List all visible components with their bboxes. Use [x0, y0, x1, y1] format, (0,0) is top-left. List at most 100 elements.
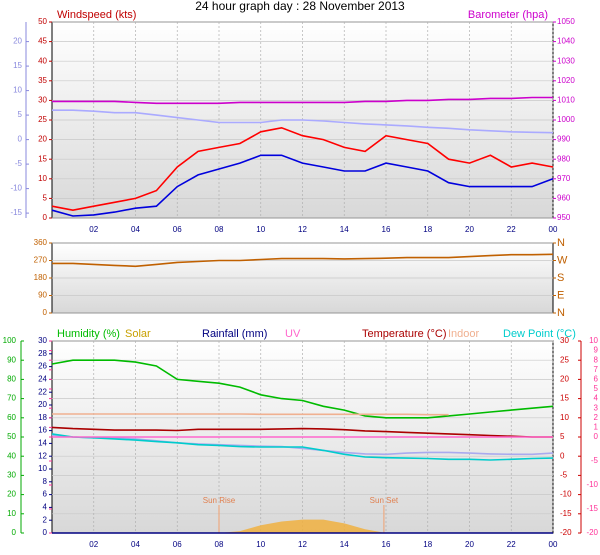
y4-tick-label: 0 [594, 432, 599, 441]
y-tick-label: 100 [3, 336, 17, 345]
solar-area [52, 519, 553, 533]
y3-tick-label: -5 [15, 159, 23, 168]
y2-tick-label: 960 [557, 194, 571, 203]
y2-tick-label: -20 [560, 528, 572, 537]
annotation: Sun Rise [203, 496, 236, 505]
legend-entry: Rainfall (mm) [202, 328, 267, 340]
y3-tick-label: 2 [43, 515, 48, 524]
y2-tick-label: 25 [560, 355, 569, 364]
x-tick-label: 10 [256, 225, 265, 234]
y4-tick-label: -20 [586, 528, 598, 537]
y3-tick-label: 10 [38, 464, 47, 473]
y2-tick-label: 1050 [557, 17, 575, 26]
y2-tick-label: E [557, 289, 564, 301]
y4-tick-label: -5 [591, 456, 599, 465]
y3-tick-label: 0 [18, 135, 23, 144]
y-tick-label: 0 [43, 308, 48, 317]
y3-tick-label: 16 [38, 426, 47, 435]
x-tick-label: 14 [340, 540, 349, 549]
y3-tick-label: 22 [38, 387, 47, 396]
y2-tick-label: W [557, 254, 568, 266]
legend-entry: Dew Point (°C) [503, 328, 576, 340]
x-tick-label: 06 [173, 225, 182, 234]
y4-tick-label: 5 [594, 384, 599, 393]
y4-tick-label: 7 [594, 365, 599, 374]
x-tick-label: 12 [298, 225, 307, 234]
baro-label: Barometer (hpa) [468, 9, 548, 21]
title: 24 hour graph day : 28 November 2013 [195, 0, 405, 13]
legend-entry: UV [285, 328, 301, 340]
x-tick-label: 02 [89, 540, 98, 549]
y3-tick-label: 20 [13, 37, 22, 46]
y2-tick-label: 15 [560, 394, 569, 403]
x-tick-label: 08 [215, 540, 224, 549]
y-tick-label: 20 [38, 135, 47, 144]
y3-tick-label: 10 [13, 86, 22, 95]
y3-tick-label: 14 [38, 439, 47, 448]
y2-tick-label: 950 [557, 213, 571, 222]
y3-tick-label: 4 [43, 503, 48, 512]
y2-tick-label: 30 [560, 336, 569, 345]
y4-tick-label: -15 [586, 504, 598, 513]
y2-tick-label: N [557, 307, 565, 319]
series-line [51, 433, 554, 461]
series-line [52, 109, 554, 134]
y-tick-label: 0 [12, 528, 17, 537]
y-tick-label: 30 [38, 96, 47, 105]
series-line [52, 413, 449, 416]
y2-tick-label: 1010 [557, 96, 575, 105]
y3-tick-label: -15 [10, 208, 22, 217]
y2-tick-label: -15 [560, 509, 572, 518]
legend-entry: Humidity (%) [57, 328, 120, 340]
y2-tick-label: N [557, 237, 565, 249]
x-tick-label: 00 [549, 540, 558, 549]
series-line [51, 126, 554, 212]
x-tick-label: 22 [507, 225, 516, 234]
y3-tick-label: -10 [10, 184, 22, 193]
y4-tick-label: 6 [594, 375, 599, 384]
y3-tick-label: 30 [38, 336, 47, 345]
y-tick-label: 90 [7, 355, 16, 364]
x-tick-label: 06 [173, 540, 182, 549]
y-tick-label: 25 [38, 115, 47, 124]
y2-tick-label: -5 [560, 471, 568, 480]
y2-tick-label: 0 [560, 451, 565, 460]
y-tick-label: 40 [38, 56, 47, 65]
x-tick-label: 04 [131, 225, 140, 234]
y3-tick-label: 18 [38, 413, 47, 422]
y3-tick-label: 0 [43, 528, 48, 537]
y-tick-label: 5 [43, 194, 48, 203]
x-tick-label: 18 [423, 540, 432, 549]
y3-tick-label: 15 [13, 61, 22, 70]
y2-tick-label: 990 [557, 135, 571, 144]
y3-tick-label: 5 [18, 110, 23, 119]
y4-tick-label: 8 [594, 355, 599, 364]
legend-entry: Indoor [448, 328, 480, 340]
y-tick-label: 60 [7, 413, 16, 422]
y3-tick-label: 28 [38, 349, 47, 358]
y4-tick-label: 9 [594, 346, 599, 355]
x-tick-label: 08 [215, 225, 224, 234]
y-tick-label: 20 [7, 490, 16, 499]
y-tick-label: 180 [34, 273, 48, 282]
series-line [52, 253, 554, 268]
series-line [51, 434, 554, 456]
y3-tick-label: 20 [38, 400, 47, 409]
y4-tick-label: 3 [594, 403, 599, 412]
x-tick-label: 16 [382, 540, 391, 549]
y-tick-label: 15 [38, 154, 47, 163]
y-tick-label: 50 [7, 432, 16, 441]
y2-tick-label: -10 [560, 490, 572, 499]
y-tick-label: 40 [7, 451, 16, 460]
y-tick-label: 45 [38, 37, 47, 46]
x-tick-label: 20 [465, 225, 474, 234]
y-tick-label: 30 [7, 471, 16, 480]
y2-tick-label: 5 [560, 432, 565, 441]
legend-entry: Temperature (°C) [362, 328, 446, 340]
y-tick-label: 70 [7, 394, 16, 403]
y-tick-label: 10 [7, 509, 16, 518]
y2-tick-label: 1030 [557, 56, 575, 65]
y3-tick-label: 6 [43, 490, 48, 499]
y4-tick-label: 1 [594, 423, 599, 432]
